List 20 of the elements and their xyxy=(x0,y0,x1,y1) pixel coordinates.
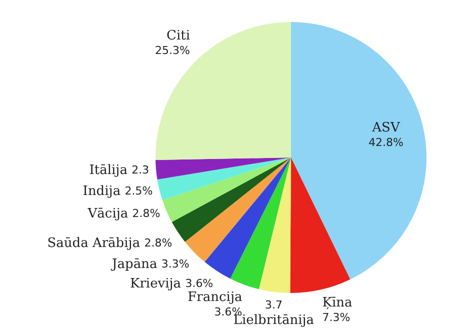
data-label: 25.3% xyxy=(155,44,190,57)
slice-label: Vācija xyxy=(86,206,128,222)
slice-label: Citi xyxy=(166,28,190,44)
slice-label: Itālija xyxy=(89,162,128,178)
data-label: 3.6% xyxy=(185,277,214,290)
data-label: 3.3% xyxy=(161,258,190,271)
data-label: 2.5% xyxy=(124,184,153,198)
slice-label: Krievija xyxy=(130,276,182,292)
slice-label: Japāna xyxy=(110,257,158,272)
data-label: 2.8% xyxy=(132,206,160,220)
data-label: 2.8% xyxy=(144,236,172,250)
slice-label: Indija xyxy=(82,184,121,200)
data-label: 3.7 xyxy=(264,298,282,312)
slice-label: Francija xyxy=(188,290,242,306)
data-label: 7.3% xyxy=(322,310,350,324)
slice-label: Saūda Arābija xyxy=(47,236,140,251)
slice-label: Ķīna xyxy=(322,295,353,310)
data-label: 42.8% xyxy=(368,136,404,149)
slice-label: ASV xyxy=(371,120,400,136)
data-label: 2.3 xyxy=(132,163,150,176)
